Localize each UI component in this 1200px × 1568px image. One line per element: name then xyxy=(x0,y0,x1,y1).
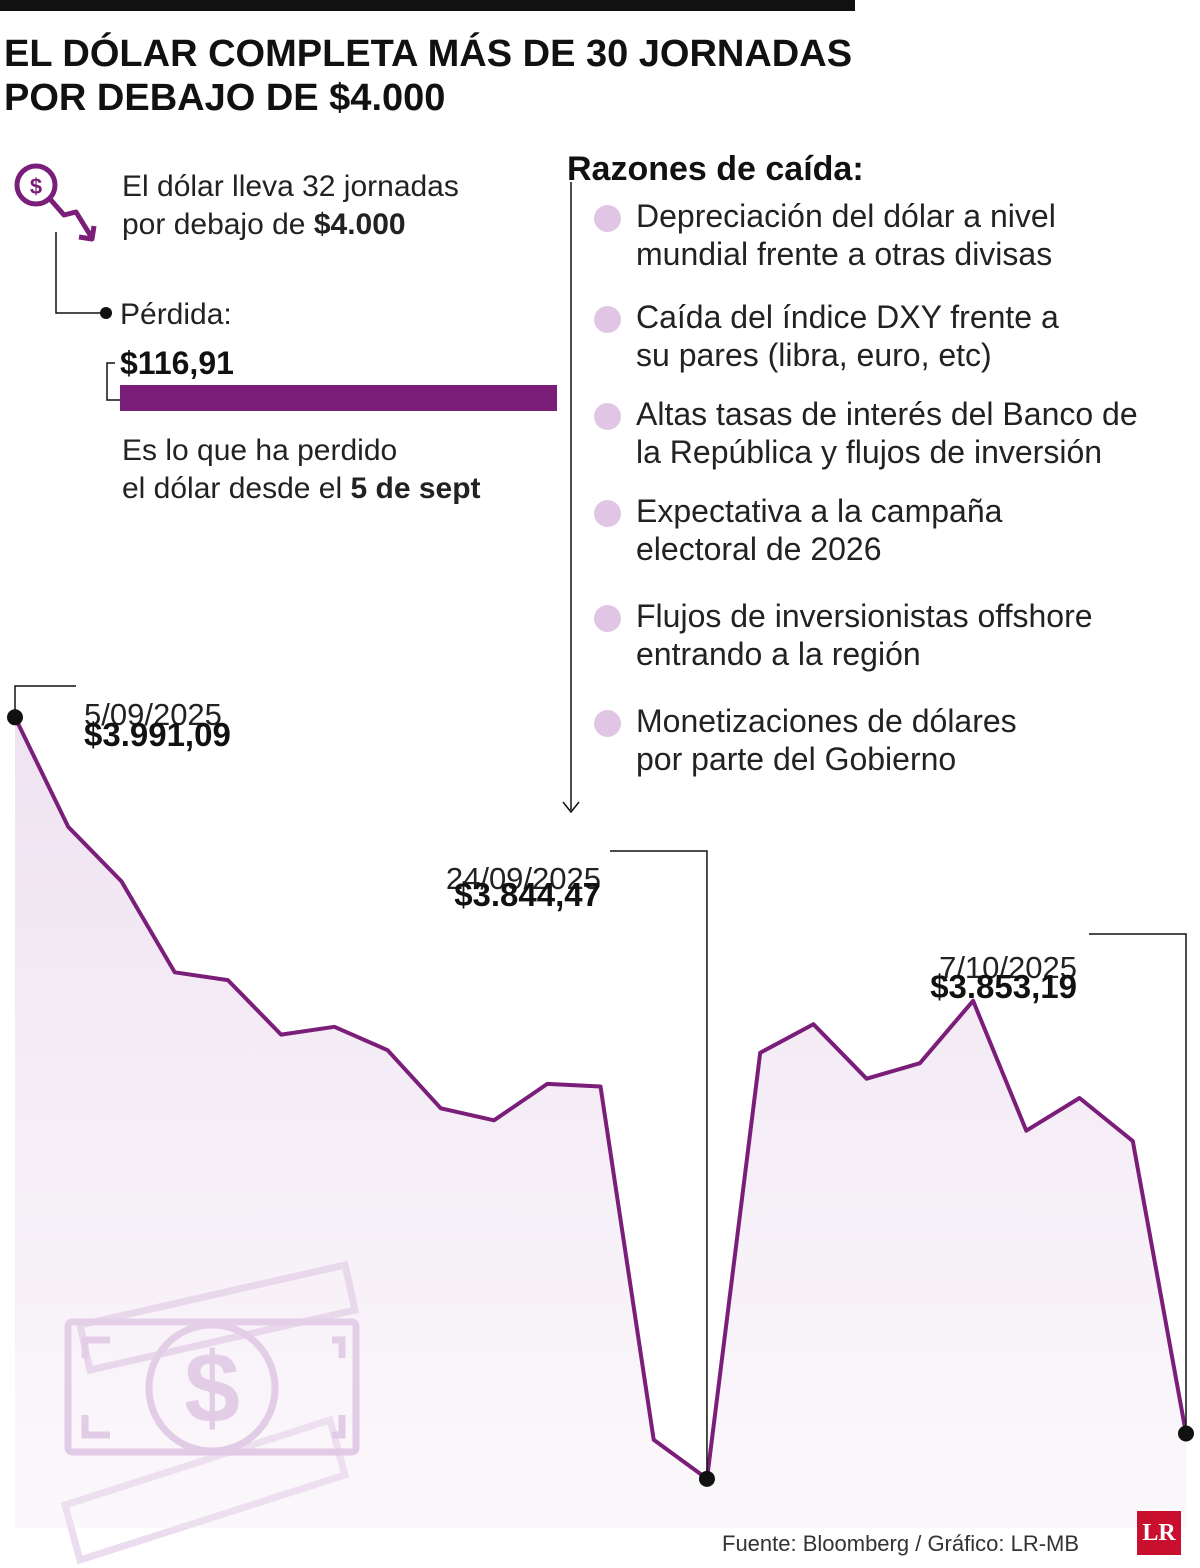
callout-leader xyxy=(1089,933,1187,1434)
intro-connector-dot xyxy=(100,307,112,319)
headline: EL DÓLAR COMPLETA MÁS DE 30 JORNADAS POR… xyxy=(4,33,853,119)
callout-date: 24/09/2025 xyxy=(446,861,601,896)
loss-label: Pérdida: xyxy=(120,298,232,331)
loss-description: Es lo que ha perdido el dólar desde el 5… xyxy=(122,432,481,508)
data-point-9 xyxy=(493,1119,495,1121)
reason-line1: Depreciación del dólar a nivel xyxy=(636,198,1056,234)
intro-line-1: El dólar lleva 32 jornadas xyxy=(122,170,459,203)
reason-line1: Altas tasas de interés del Banco de xyxy=(636,396,1138,432)
dollar-down-icon: $ xyxy=(14,163,97,242)
reason-line2: mundial frente a otras divisas xyxy=(636,236,1053,272)
data-point-4 xyxy=(227,979,229,981)
reason-item: Monetizaciones de dólares por parte del G… xyxy=(594,702,1194,778)
loss-start-date: 5 de sept xyxy=(350,472,481,505)
intro-threshold: $4.000 xyxy=(313,208,406,241)
data-point-16 xyxy=(866,1078,868,1080)
reason-line1: Caída del índice DXY frente a xyxy=(636,299,1059,335)
top-rule xyxy=(0,0,855,11)
data-point-21 xyxy=(1132,1140,1134,1142)
reason-item: Expectativa a la campaña electoral de 202… xyxy=(594,492,1194,568)
callout-date: 5/09/2025 xyxy=(84,697,222,732)
callout-layer: 5/09/2025$3.991,09 24/09/2025$3.844,47 7/1… xyxy=(7,685,1194,1487)
callout-marker xyxy=(1178,1425,1194,1442)
intro-connector xyxy=(55,232,104,314)
callout-value: $3.853,19 xyxy=(930,968,1077,1005)
data-point-5 xyxy=(280,1034,282,1036)
data-point-2 xyxy=(120,880,122,882)
bullet-dot-icon xyxy=(594,205,621,232)
intro-line-2: por debajo de $4.000 xyxy=(122,208,406,241)
data-point-3 xyxy=(174,971,176,973)
data-point-8 xyxy=(440,1107,442,1109)
bullet-dot-icon xyxy=(594,500,621,527)
bullet-dot-icon xyxy=(594,403,621,430)
bullet-dot-icon xyxy=(594,710,621,737)
reason-item: Flujos de inversionistas offshore entrand… xyxy=(594,597,1194,673)
series-area-fill xyxy=(15,717,1186,1528)
reason-line2: electoral de 2026 xyxy=(636,531,882,567)
data-point-15 xyxy=(812,1023,814,1025)
callout-value: $3.991,09 xyxy=(84,716,231,753)
reason-item: Depreciación del dólar a nivel mundial fr… xyxy=(594,197,1194,273)
reasons-arrowhead xyxy=(562,801,580,814)
reason-line2: entrando a la región xyxy=(636,636,921,672)
data-point-12 xyxy=(653,1439,655,1441)
chart-area-layer xyxy=(13,716,1188,1528)
bullet-dot-icon xyxy=(594,605,621,632)
loss-bar xyxy=(120,385,557,411)
data-point-1 xyxy=(67,826,69,828)
data-point-19 xyxy=(1025,1130,1027,1132)
callout-marker xyxy=(698,1470,715,1487)
source-credit: Fuente: Bloomberg / Gráfico: LR-MB xyxy=(722,1531,1080,1556)
callout-value: $3.844,47 xyxy=(454,876,601,913)
svg-text:$: $ xyxy=(30,174,42,199)
loss-bracket xyxy=(106,362,120,401)
callout-date: 7/10/2025 xyxy=(939,950,1077,985)
reason-line2: la República y flujos de inversión xyxy=(636,434,1103,470)
callout-marker xyxy=(7,709,23,726)
loss-value: $116,91 xyxy=(120,345,234,381)
reason-line1: Monetizaciones de dólares xyxy=(636,703,1017,739)
data-point-17 xyxy=(919,1062,921,1064)
bullet-dot-icon xyxy=(594,306,621,333)
callout-leader xyxy=(14,685,76,718)
reason-item: Caída del índice DXY frente a su pares (l… xyxy=(594,298,1194,374)
data-point-18 xyxy=(972,1000,974,1002)
reasons-title: Razones de caída: xyxy=(567,150,864,188)
intro-text: El dólar lleva 32 jornadas por debajo de… xyxy=(122,168,459,244)
data-point-6 xyxy=(333,1026,335,1028)
reason-line2: por parte del Gobierno xyxy=(636,741,957,777)
reason-line1: Flujos de inversionistas offshore xyxy=(636,598,1093,634)
data-point-20 xyxy=(1079,1097,1081,1099)
reason-line1: Expectativa a la campaña xyxy=(636,493,1003,529)
callout-leader xyxy=(610,850,708,1479)
reason-line2: su pares (libra, euro, etc) xyxy=(636,337,992,373)
reason-item: Altas tasas de interés del Banco de la Re… xyxy=(594,395,1194,471)
loss-desc-line-1: Es lo que ha perdido xyxy=(122,434,398,467)
data-point-10 xyxy=(546,1083,548,1085)
loss-desc-line-2: el dólar desde el 5 de sept xyxy=(122,472,481,505)
data-point-7 xyxy=(387,1049,389,1051)
data-point-14 xyxy=(759,1052,761,1054)
lr-logo: LR xyxy=(1137,1511,1181,1555)
data-point-11 xyxy=(600,1086,601,1088)
